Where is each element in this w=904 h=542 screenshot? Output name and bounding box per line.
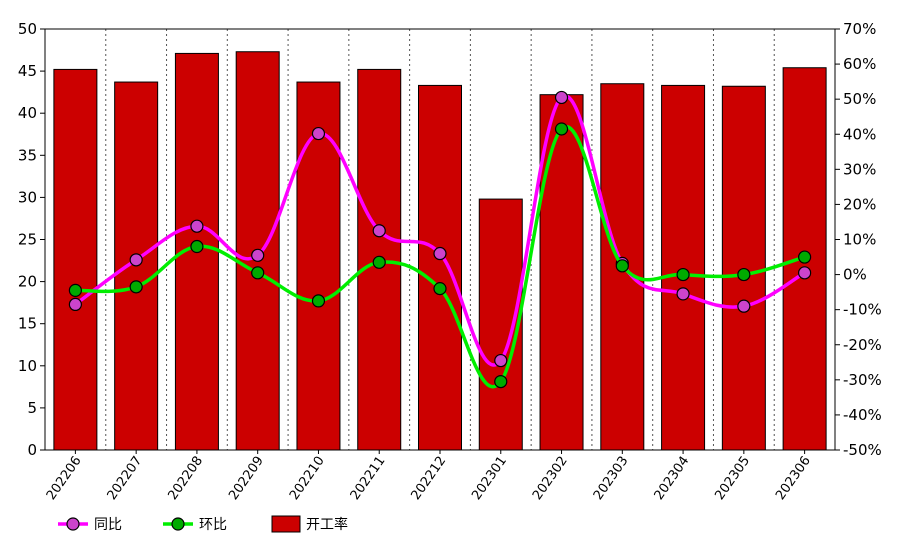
data-point — [190, 239, 204, 254]
data-point — [798, 266, 812, 280]
x-tick-label: 202212 — [409, 454, 450, 503]
data-point — [372, 255, 386, 269]
series-line — [75, 125, 806, 389]
x-tick-label: 202305 — [712, 454, 753, 503]
data-point — [129, 280, 143, 294]
right-tick-label: 50% — [843, 90, 876, 108]
legend-label: 环比 — [199, 517, 227, 533]
bar — [478, 198, 523, 451]
right-tick-label: -10% — [843, 301, 882, 319]
data-point — [615, 259, 629, 273]
data-point — [433, 246, 447, 261]
data-point — [251, 248, 265, 262]
right-tick-label: -30% — [843, 371, 882, 389]
left-tick-label: 5 — [27, 399, 37, 417]
bar — [418, 84, 462, 451]
legend-swatch-bar — [271, 515, 301, 533]
data-point — [494, 374, 508, 389]
data-point — [68, 283, 82, 297]
right-tick-label: 60% — [843, 55, 876, 73]
bar — [53, 68, 98, 451]
x-tick-label: 202301 — [469, 454, 510, 503]
x-tick-label: 202211 — [348, 454, 389, 503]
left-tick-label: 25 — [18, 231, 37, 249]
right-tick-label: 70% — [843, 20, 876, 38]
x-tick-label: 202303 — [591, 454, 632, 503]
x-tick-label: 202206 — [44, 454, 85, 503]
data-point — [494, 353, 508, 368]
data-point — [311, 294, 326, 308]
data-point — [676, 287, 690, 301]
left-tick-label: 20 — [18, 273, 37, 291]
data-point — [554, 90, 569, 105]
data-point — [311, 126, 326, 141]
left-tick-label: 50 — [18, 20, 37, 38]
x-tick-label: 202306 — [773, 454, 814, 503]
data-point — [129, 253, 143, 267]
right-tick-label: 30% — [843, 160, 876, 178]
data-point — [372, 224, 386, 238]
x-tick-label: 202210 — [287, 454, 328, 503]
x-tick-label: 202207 — [105, 454, 146, 503]
left-tick-label: 10 — [18, 357, 37, 375]
x-tick-label: 202302 — [530, 454, 571, 503]
series-line — [74, 94, 806, 367]
bar — [661, 84, 706, 451]
right-tick-label: 40% — [843, 125, 876, 143]
data-point — [433, 282, 447, 296]
x-tick-label: 202209 — [226, 454, 267, 503]
right-tick-label: -50% — [843, 441, 882, 459]
data-point — [798, 250, 812, 264]
x-tick-label: 202304 — [652, 454, 693, 503]
right-tick-label: 10% — [843, 231, 876, 249]
data-point — [190, 219, 204, 233]
right-tick-label: -20% — [843, 336, 882, 354]
legend: 同比 环比 开工率 — [58, 515, 348, 533]
left-tick-label: 15 — [18, 315, 37, 333]
data-point — [251, 266, 265, 280]
bar-layer — [53, 51, 827, 451]
legend-swatch-marker — [66, 517, 80, 531]
left-tick-label: 45 — [18, 62, 37, 80]
data-point — [554, 122, 569, 136]
data-point — [68, 297, 82, 312]
left-tick-label: 30 — [18, 188, 37, 206]
x-tick-label: 202208 — [165, 454, 206, 503]
bar — [539, 94, 584, 451]
left-tick-label: 40 — [18, 104, 37, 122]
right-tick-label: 20% — [843, 195, 876, 213]
left-tick-label: 0 — [27, 441, 37, 459]
right-tick-label: -40% — [843, 406, 882, 424]
data-point — [737, 299, 751, 313]
right-tick-label: 0% — [843, 266, 867, 284]
line-layer — [68, 90, 812, 389]
legend-swatch-marker — [171, 517, 185, 531]
legend-label: 开工率 — [306, 516, 348, 533]
legend-label: 同比 — [94, 517, 122, 533]
left-tick-label: 35 — [18, 146, 37, 164]
data-point — [737, 267, 751, 282]
data-point — [676, 267, 690, 282]
